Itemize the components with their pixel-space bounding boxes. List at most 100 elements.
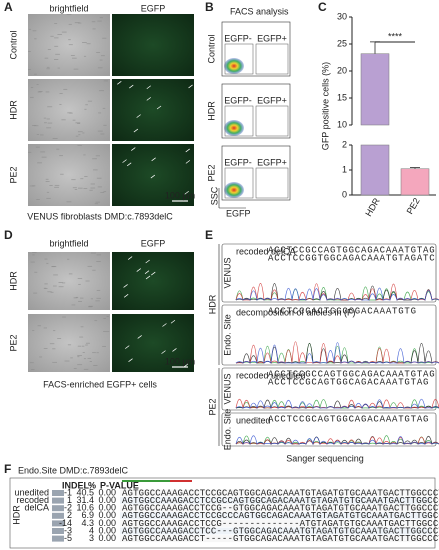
cell-speck [103,318,106,319]
egfp-image [112,144,194,206]
panel-title: Endo.Site DMD:c.7893delC [18,465,129,475]
cell-speck [44,287,48,289]
cell-speck [97,186,102,188]
arrow [127,256,133,260]
cell-speck [97,20,102,22]
cell-speck [40,134,44,136]
cell-speck [68,273,73,275]
gate-label: EGFP- [224,157,252,167]
cell-speck [85,104,88,106]
arrow [123,284,128,288]
cell-speck [53,330,56,332]
cell-speck [100,55,105,57]
cell-speck [103,124,107,126]
cell-speck [44,283,48,285]
cell-speck [37,91,42,93]
arrow [133,128,139,133]
sequence: ACCTCCGCCAGTGGCAGACAAATGTAG [268,245,435,255]
cell-speck [85,344,88,346]
table-cell: -3 [64,525,72,535]
cell-speck [96,52,101,53]
cell-speck [50,291,54,293]
row-chip [52,520,64,527]
brightfield-image [28,144,110,206]
track-box [221,304,437,366]
cell-speck [82,42,87,43]
cell-speck [34,73,37,75]
cell-speck [98,112,102,114]
panel-letter: A [4,0,13,14]
guide-bar [122,480,192,482]
cell-speck [58,286,64,288]
panel-title: FACS analysis [230,6,289,16]
gate-label: EGFP- [224,33,252,43]
gate [224,105,254,137]
cell-speck [55,53,60,55]
gate [255,105,289,137]
track-note: unedited [236,415,271,425]
cell-speck [36,134,40,135]
scale-bar-label: 100 µm [165,356,195,366]
cell-speck [34,38,37,40]
gate-label: EGFP+ [257,33,287,43]
column-label: brightfield [49,3,88,13]
arrow [150,174,156,179]
cell-speck [84,176,88,177]
site-label: VENUS [222,373,232,404]
table-cell: 0.00 [98,533,116,543]
cell-speck [72,57,77,59]
aligned-sequence: AGTGGCCAAAGACCTCCG--GTGGCAGACAAATGTAGATG… [122,504,439,514]
row-label: HDR [8,271,18,291]
cell-speck [72,187,77,189]
cell-speck [84,108,87,110]
cell-speck [71,304,76,306]
arrow [125,345,130,349]
cell-speck [60,173,64,175]
cell-speck [95,201,100,203]
cell-speck [97,67,103,69]
row-stripe [120,497,432,505]
row-stripe [120,504,432,512]
cell-speck [32,30,37,32]
aligned-sequence: AGTGGCCAAAGACCTCCG--------------ATGTAGAT… [122,519,439,529]
cell-speck [89,189,93,191]
cell-speck [66,14,72,15]
cell-speck [100,192,105,193]
cell-speck [96,254,101,256]
cell-speck [28,69,31,71]
cell-speck [61,31,67,33]
cell-speck [75,122,81,124]
cell-speck [46,66,50,68]
y-tick-label: 1 [342,164,347,174]
cell-speck [52,138,58,139]
arrow [146,97,151,101]
row-label: PE2 [206,164,216,181]
cell-speck [67,258,70,260]
table-cell: 0.00 [98,510,116,520]
row-chip [52,512,64,519]
cell-speck [83,188,88,189]
cell-speck [41,156,47,158]
cell-speck [77,345,82,347]
cell-speck [90,183,95,185]
arrow [136,114,141,118]
caption: Sanger sequencing [286,453,364,463]
sequence: ACCTCCGCAGTGGCAGACAAATGTAG [268,414,429,424]
cell-speck [59,103,62,105]
cell-speck [103,331,106,332]
cell-speck [77,22,82,24]
cell-speck [73,68,79,70]
cell-speck [92,28,96,30]
cell-speck [83,55,87,57]
facs-population [224,182,244,198]
cell-speck [59,155,63,157]
arrow [129,84,134,89]
cell-speck [44,57,49,59]
arrow [131,147,136,151]
cell-speck [85,280,90,282]
arrow [145,259,150,264]
cell-speck [82,352,85,353]
cell-speck [57,338,62,339]
brightfield-image [28,252,110,310]
cell-speck [36,199,40,200]
